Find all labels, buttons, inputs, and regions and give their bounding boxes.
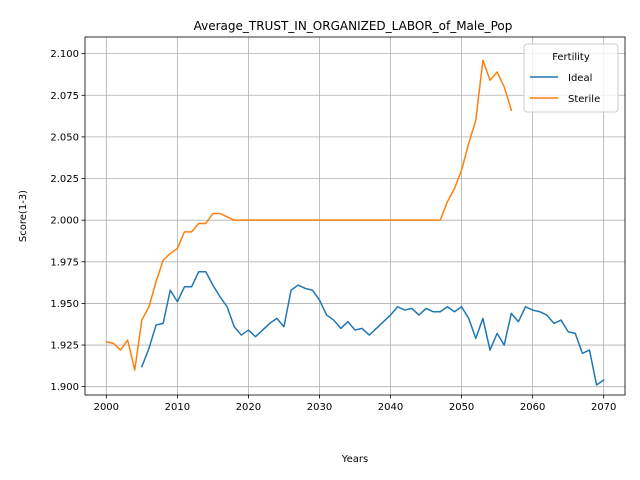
y-tick-label: 2.025 — [50, 174, 79, 185]
series-line-ideal — [140, 271, 605, 386]
x-axis-label: Years — [341, 454, 368, 465]
x-tick-label: 2060 — [520, 402, 545, 413]
y-axis-label: Score(1-3) — [18, 190, 29, 242]
y-tick-label: 2.050 — [50, 132, 79, 143]
legend-title: Fertility — [552, 52, 590, 63]
y-tick-label: 1.975 — [50, 257, 79, 268]
y-tick-label: 2.075 — [50, 91, 79, 102]
axes-frame — [84, 36, 626, 396]
legend-box — [523, 43, 619, 113]
x-tick-label: 2050 — [449, 402, 474, 413]
x-tick-label: 2020 — [236, 402, 261, 413]
plot-area: 2000 2010 2020 2030 2040 2050 2060 2070 1.9001.… — [50, 36, 626, 413]
x-tick-label: 2000 — [94, 402, 119, 413]
y-tick-label: 1.950 — [50, 299, 79, 310]
y-tick-label: 2.100 — [50, 49, 79, 60]
x-tick-label: 2070 — [591, 402, 616, 413]
y-axis-ticks: 1.900 1.925 1.950 1.975 2.000 2.025 2.050 2.075… — [50, 49, 85, 393]
x-tick-label: 2040 — [378, 402, 403, 413]
legend-label-sterile: Sterile — [568, 94, 600, 105]
y-tick-label: 2.000 — [50, 216, 79, 227]
y-tick-label: 1.900 — [50, 382, 79, 393]
x-tick-label: 2030 — [307, 402, 332, 413]
legend-label-ideal: Ideal — [568, 73, 592, 84]
x-tick-label: 2010 — [165, 402, 190, 413]
series-lines — [105, 59, 605, 386]
chart-title: Average_TRUST_IN_ORGANIZED_LABOR_of_Male… — [194, 19, 513, 33]
legend: Fertility Ideal Sterile — [523, 43, 619, 113]
y-tick-label: 1.925 — [50, 341, 79, 352]
x-axis-ticks: 2000 2010 2020 2030 2040 2050 2060 2070 — [94, 395, 616, 413]
series-line-sterile — [105, 59, 513, 371]
